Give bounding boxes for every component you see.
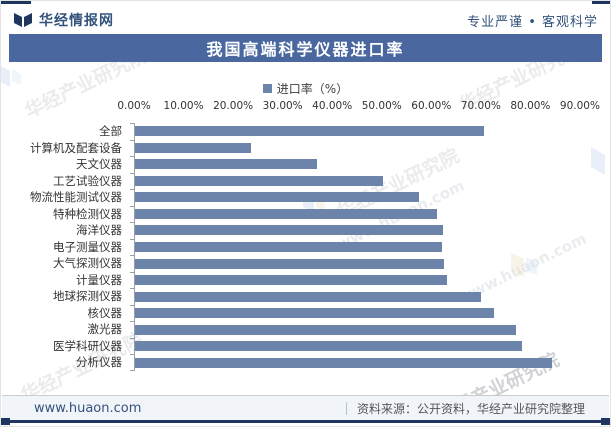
category-label: 物流性能测试仪器 [30,190,122,205]
category-axis-tick [130,304,135,306]
x-tick-label: 20.00% [213,100,254,112]
bar [135,175,383,186]
footer: www.huaon.com 资料来源：公开资料，华经产业研究院整理 [2,395,609,421]
x-tick-label: 50.00% [361,100,402,112]
category-axis-tick [130,271,135,273]
category-axis-tick [130,139,135,141]
x-tick-label: 70.00% [460,100,501,112]
x-axis-labels: 0.00% 10.00% 20.00% 30.00% 40.00% 50.00% 60.00… [117,100,600,114]
bar [135,357,552,368]
category-label: 核仪器 [87,305,123,320]
bar [135,225,443,236]
category-label: 分析仪器 [76,355,122,370]
category-axis-tick [130,205,135,207]
bar [135,275,447,286]
bar [135,142,251,153]
watermark-logo-icon [591,147,605,175]
category-label: 大气探测仪器 [53,256,122,271]
x-tick-label: 30.00% [262,100,303,112]
category-label: 医学科研仪器 [53,338,122,353]
category-labels: 全部计算机及配套设备天文仪器 工艺试验仪器物流性能测试仪器 特种检测仪器海洋仪器 电子… [1,123,128,371]
x-tick-label: 0.00% [117,100,151,112]
x-tick-label: 80.00% [510,100,551,112]
x-tick-label: 10.00% [163,100,204,112]
bar [135,208,437,219]
category-label: 计算机及配套设备 [30,140,122,155]
x-tick-label: 60.00% [411,100,452,112]
bar [135,192,419,203]
chart-title: 我国高端科学仪器进口率 [206,40,405,59]
header: 华经情报网 专业严谨 • 客观科学 [13,8,598,32]
category-axis-tick [130,156,135,158]
plot-area [130,123,581,371]
category-label: 天文仪器 [76,157,122,172]
bar [135,258,444,269]
bar [135,308,494,319]
brand: 华经情报网 [13,10,114,30]
top-right-accent [592,1,610,4]
category-axis-tick [130,172,135,174]
source-divider [345,402,347,415]
bar [135,242,442,252]
bar [135,324,516,335]
brand-name: 华经情报网 [39,13,114,29]
category-axis-tick [130,123,135,124]
bottom-left-accent [1,418,10,425]
huajing-logo-icon [14,13,32,27]
category-axis-tick [130,288,135,290]
category-label: 激光器 [87,322,123,337]
category-label: 全部 [99,124,122,138]
category-axis-tick [130,189,135,191]
category-axis-tick [130,238,135,240]
bar [135,291,481,302]
legend-swatch [262,84,272,93]
source-wrap: 资料来源：公开资料，华经产业研究院整理 [345,400,585,417]
category-label: 海洋仪器 [76,223,122,238]
bottom-right-accent [601,418,610,425]
x-tick-label: 90.00% [559,100,600,112]
bar [135,159,317,170]
category-label: 工艺试验仪器 [53,173,122,188]
legend-label: 进口率（%） [276,82,349,96]
source-note: 资料来源：公开资料，华经产业研究院整理 [356,402,585,416]
header-slogan: 专业严谨 • 客观科学 [467,14,598,30]
bottom-accent-line [1,420,610,423]
bar [135,341,522,352]
legend: 进口率（%） [1,80,610,97]
site-url: www.huaon.com [34,401,142,416]
category-axis-tick [130,354,135,356]
x-tick-label: 40.00% [312,100,353,112]
title-bar: 我国高端科学仪器进口率 [9,34,602,62]
category-axis-tick [130,370,135,371]
category-label: 电子测量仪器 [53,239,122,254]
category-axis-tick [130,255,135,257]
category-axis-tick [130,337,135,339]
category-label: 特种检测仪器 [53,206,122,221]
category-label: 地球探测仪器 [53,289,122,304]
category-label: 计量仪器 [76,272,122,287]
category-axis-tick [130,222,135,224]
top-left-accent [1,1,31,4]
bar [135,126,484,137]
category-axis-tick [130,321,135,323]
